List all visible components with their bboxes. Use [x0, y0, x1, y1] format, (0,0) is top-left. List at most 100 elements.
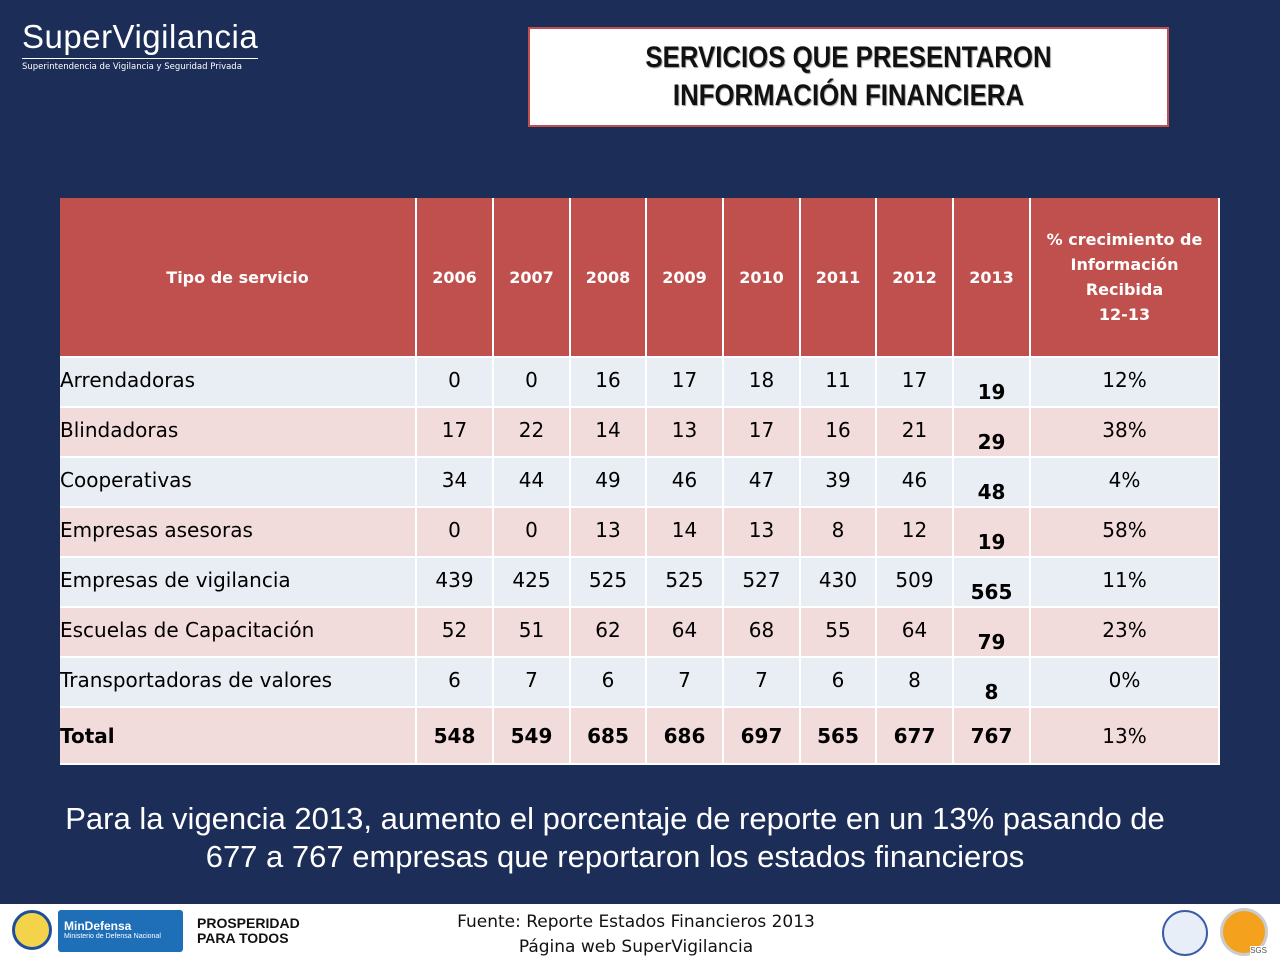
cell: 425 — [494, 558, 571, 608]
cell: 13% — [1031, 708, 1220, 765]
prosperidad-logo: PROSPERIDAD PARA TODOS — [197, 916, 300, 946]
title-box: SERVICIOS QUE PRESENTARON INFORMACIÓN FI… — [528, 27, 1169, 127]
mindefensa-subtext: Ministerio de Defensa Nacional — [64, 933, 161, 940]
cell: 13 — [724, 508, 801, 558]
cell: 11 — [801, 358, 877, 408]
summary-line: 677 a 767 empresas que reportaron los es… — [205, 839, 1025, 874]
row-label: Cooperativas — [60, 458, 417, 508]
cell: 79 — [954, 608, 1031, 658]
cell: 6 — [571, 658, 647, 708]
header-cell: Tipo de servicio — [60, 198, 417, 358]
cell: 17 — [417, 408, 494, 458]
coat-of-arms — [12, 910, 52, 950]
cell: 697 — [724, 708, 801, 765]
prosperidad-text: PROSPERIDAD — [197, 915, 300, 931]
cell: 12 — [877, 508, 954, 558]
sgs-text: SGS — [1250, 946, 1267, 955]
cell: 548 — [417, 708, 494, 765]
header-cell: 2010 — [724, 198, 801, 358]
prosperidad-text: PARA TODOS — [197, 930, 289, 946]
cell: 62 — [571, 608, 647, 658]
cell: 38% — [1031, 408, 1220, 458]
cert-seal — [1162, 910, 1208, 956]
cell: 439 — [417, 558, 494, 608]
cell: 18 — [724, 358, 801, 408]
header-cell: 2008 — [571, 198, 647, 358]
cell: 23% — [1031, 608, 1220, 658]
header-cell: 2009 — [647, 198, 724, 358]
cell: 17 — [724, 408, 801, 458]
source-line: Fuente: Reporte Estados Financieros 2013 — [457, 912, 815, 932]
cell: 22 — [494, 408, 571, 458]
cell: 14 — [647, 508, 724, 558]
header-cell: 2007 — [494, 198, 571, 358]
cell: 565 — [954, 558, 1031, 608]
cell: 19 — [954, 358, 1031, 408]
cell: 7 — [724, 658, 801, 708]
cell: 525 — [647, 558, 724, 608]
cell: 565 — [801, 708, 877, 765]
table: Tipo de servicio 2006 2007 2008 2009 2010 2011… — [60, 198, 1220, 765]
row-label: Blindadoras — [60, 408, 417, 458]
cell: 4% — [1031, 458, 1220, 508]
cell: 19 — [954, 508, 1031, 558]
header-line: % crecimiento de — [1046, 230, 1203, 249]
cell: 44 — [494, 458, 571, 508]
cell: 6 — [417, 658, 494, 708]
summary-line: Para la vigencia 2013, aumento el porcen… — [65, 801, 1165, 836]
row-label: Empresas asesoras — [60, 508, 417, 558]
title-line: SERVICIOS QUE PRESENTARON — [645, 41, 1052, 74]
row-label: Arrendadoras — [60, 358, 417, 408]
cell: 549 — [494, 708, 571, 765]
cell: 46 — [877, 458, 954, 508]
cell: 21 — [877, 408, 954, 458]
header-cell: 2006 — [417, 198, 494, 358]
cell: 8 — [801, 508, 877, 558]
footer: MinDefensa Ministerio de Defensa Naciona… — [0, 904, 1280, 960]
cell: 0 — [417, 508, 494, 558]
mindefensa-text: MinDefensa — [64, 919, 132, 933]
cell: 8 — [954, 658, 1031, 708]
cell: 686 — [647, 708, 724, 765]
logo-subtitle: Superintendencia de Vigilancia y Segurid… — [22, 58, 259, 72]
cell: 8 — [877, 658, 954, 708]
cell: 0% — [1031, 658, 1220, 708]
cell: 34 — [417, 458, 494, 508]
cell: 46 — [647, 458, 724, 508]
cell: 12% — [1031, 358, 1220, 408]
cell: 430 — [801, 558, 877, 608]
cell: 7 — [647, 658, 724, 708]
cell: 13 — [571, 508, 647, 558]
cell: 13 — [647, 408, 724, 458]
cell: 6 — [801, 658, 877, 708]
cell: 55 — [801, 608, 877, 658]
source-line: Página web SuperVigilancia — [518, 937, 754, 957]
header-cell: 2013 — [954, 198, 1031, 358]
cell: 16 — [571, 358, 647, 408]
header-cell: 2011 — [801, 198, 877, 358]
sgs-seal: SGS — [1220, 908, 1268, 956]
logo: SuperVigilancia Superintendencia de Vigi… — [22, 18, 259, 72]
cell: 64 — [877, 608, 954, 658]
cell: 64 — [647, 608, 724, 658]
header-line: 12-13 — [1098, 305, 1151, 324]
header-cell: 2012 — [877, 198, 954, 358]
cell: 39 — [801, 458, 877, 508]
cell: 29 — [954, 408, 1031, 458]
cell: 525 — [571, 558, 647, 608]
cell: 11% — [1031, 558, 1220, 608]
cell: 49 — [571, 458, 647, 508]
cell: 52 — [417, 608, 494, 658]
cell: 677 — [877, 708, 954, 765]
cell: 16 — [801, 408, 877, 458]
cell: 0 — [494, 358, 571, 408]
cell: 17 — [647, 358, 724, 408]
cell: 14 — [571, 408, 647, 458]
cell: 767 — [954, 708, 1031, 765]
cell: 17 — [877, 358, 954, 408]
header-line: Información Recibida — [1070, 255, 1179, 299]
cell: 48 — [954, 458, 1031, 508]
cell: 68 — [724, 608, 801, 658]
row-label: Empresas de vigilancia — [60, 558, 417, 608]
